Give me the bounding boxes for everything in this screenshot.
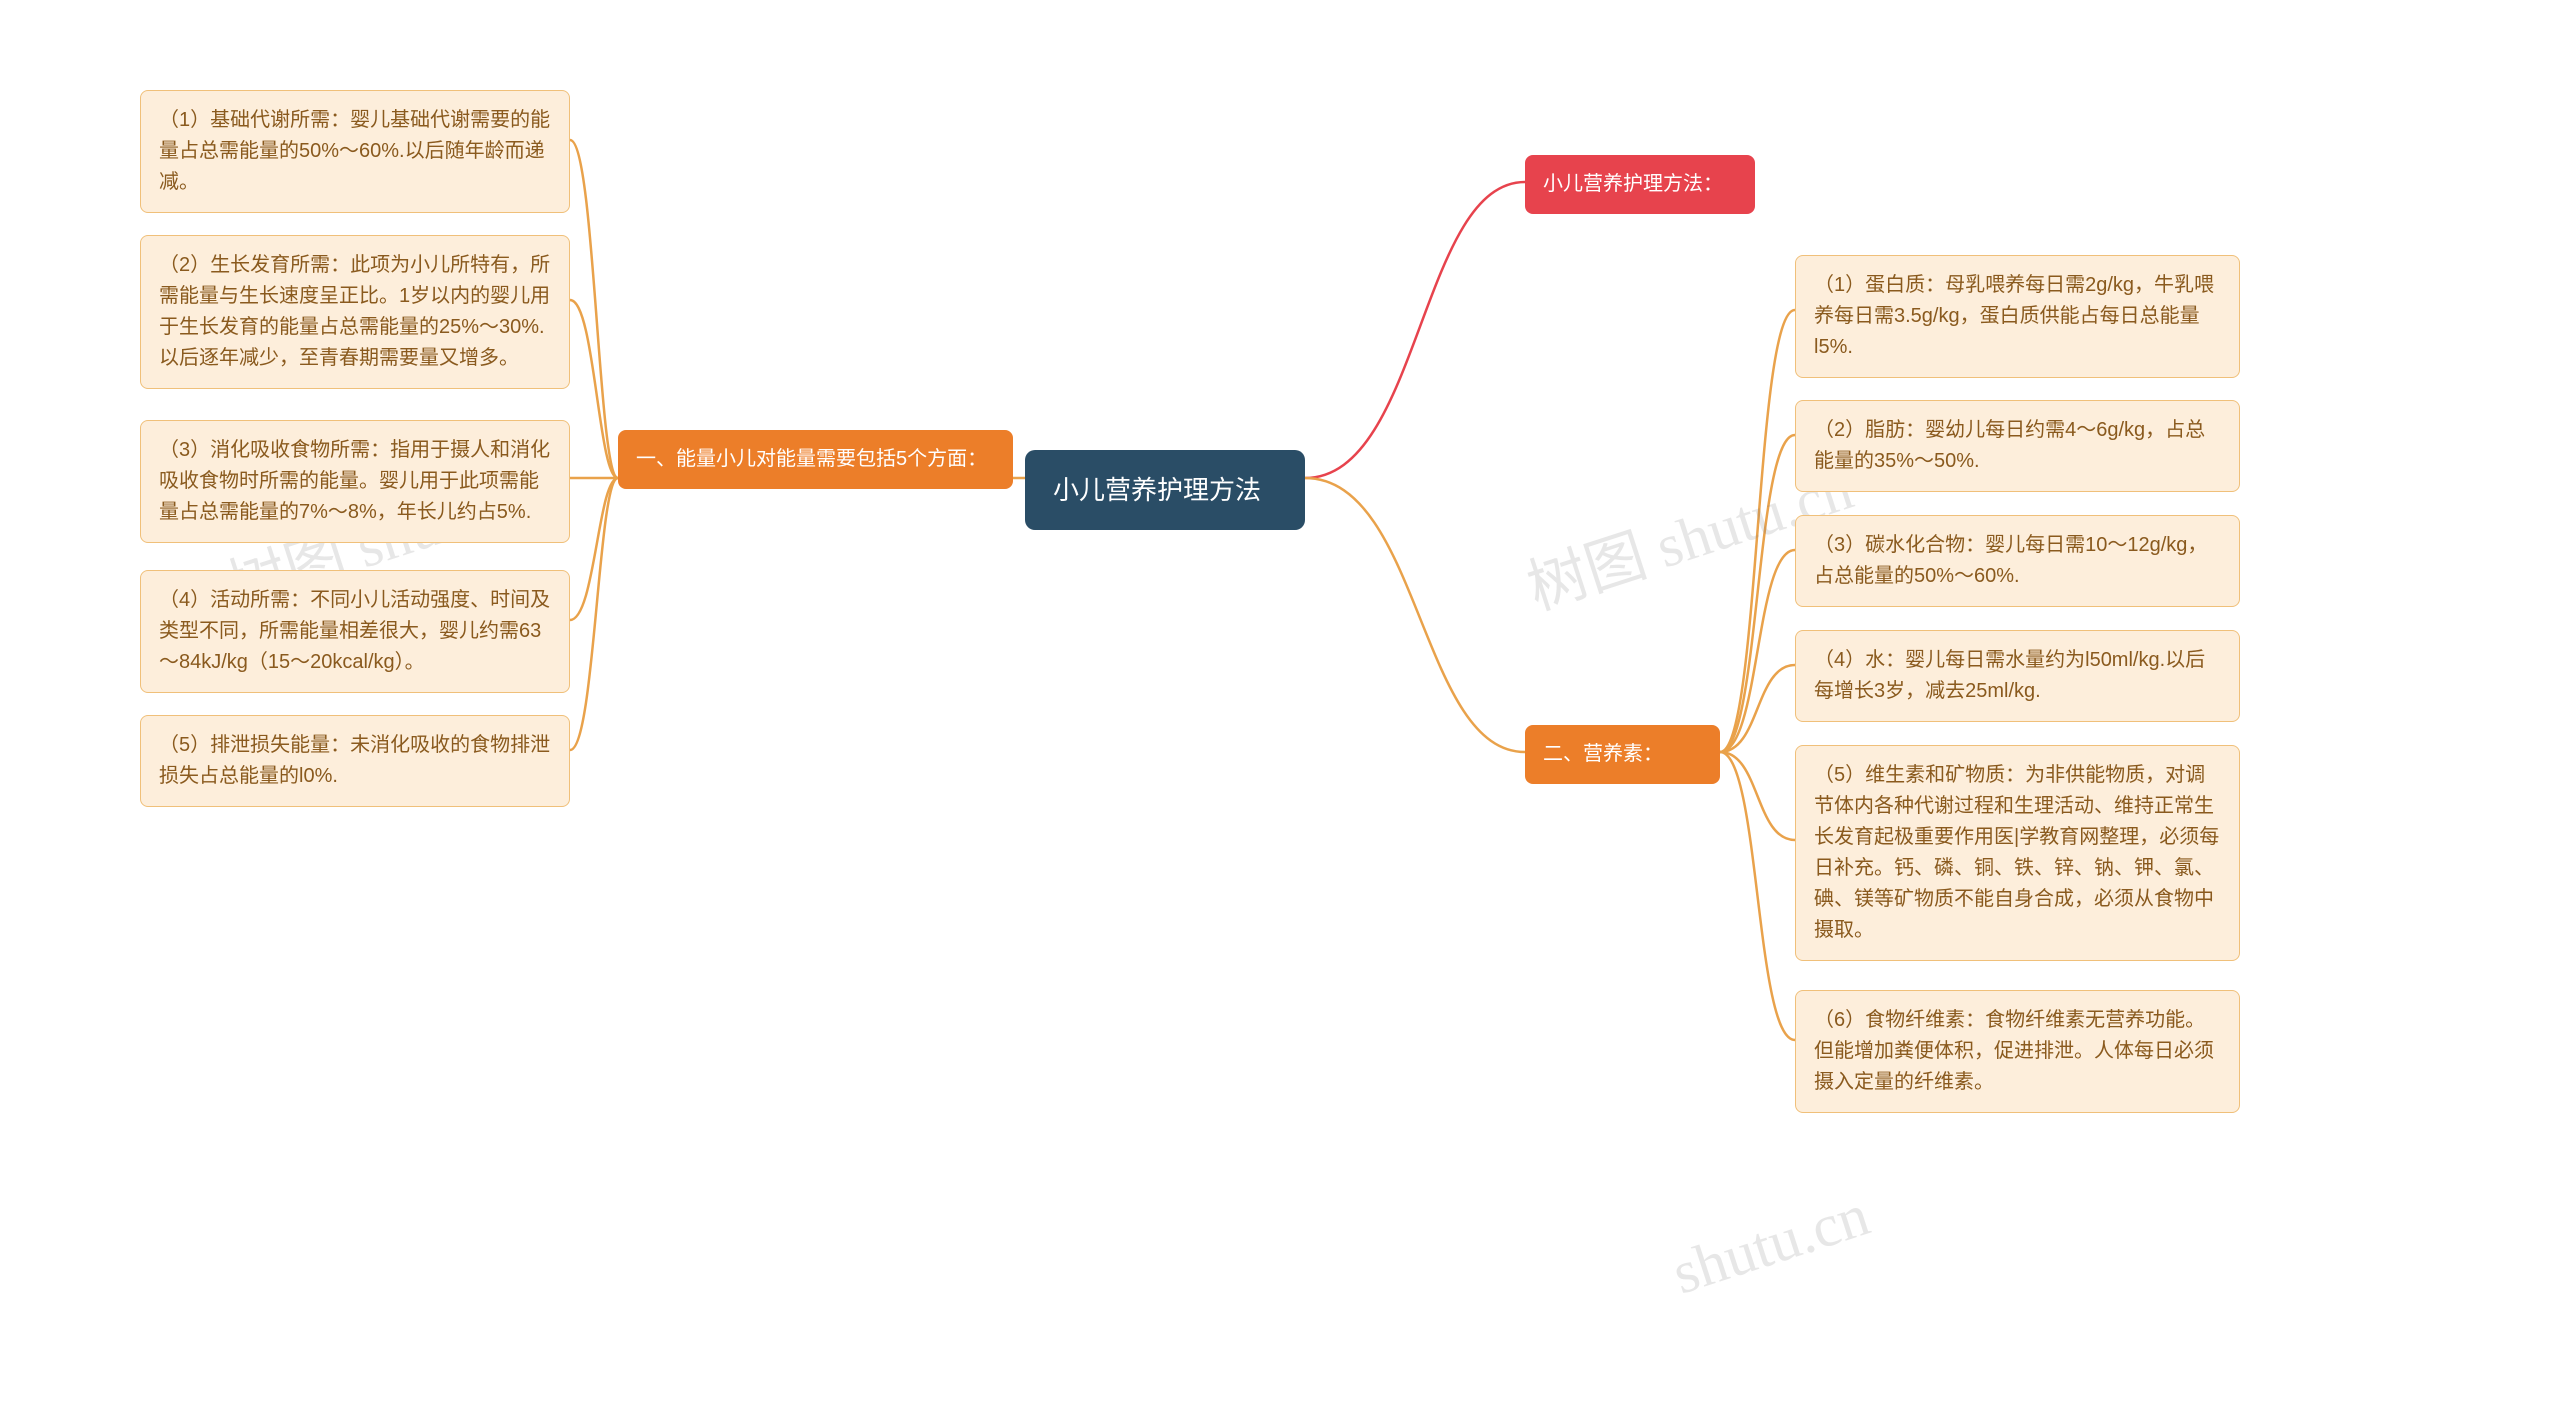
left-item-4[interactable]: （4）活动所需：不同小儿活动强度、时间及类型不同，所需能量相差很大，婴儿约需63… [140,570,570,693]
left-item-2[interactable]: （2）生长发育所需：此项为小儿所特有，所需能量与生长速度呈正比。1岁以内的婴儿用… [140,235,570,389]
right-item-4[interactable]: （4）水：婴儿每日需水量约为l50ml/kg.以后每增长3岁，减去25ml/kg… [1795,630,2240,722]
left-item-1[interactable]: （1）基础代谢所需：婴儿基础代谢需要的能量占总需能量的50%～60%.以后随年龄… [140,90,570,213]
left-branch[interactable]: 一、能量小儿对能量需要包括5个方面： [618,430,1013,489]
right-item-3[interactable]: （3）碳水化合物：婴儿每日需10～12g/kg，占总能量的50%～60%. [1795,515,2240,607]
center-node[interactable]: 小儿营养护理方法 [1025,450,1305,530]
right-branch-2[interactable]: 二、营养素： [1525,725,1720,784]
left-item-3[interactable]: （3）消化吸收食物所需：指用于摄人和消化吸收食物时所需的能量。婴儿用于此项需能量… [140,420,570,543]
right-item-2[interactable]: （2）脂肪：婴幼儿每日约需4～6g/kg，占总能量的35%～50%. [1795,400,2240,492]
watermark: shutu.cn [1664,1181,1877,1309]
left-item-5[interactable]: （5）排泄损失能量：未消化吸收的食物排泄损失占总能量的l0%. [140,715,570,807]
right-item-5[interactable]: （5）维生素和矿物质：为非供能物质，对调节体内各种代谢过程和生理活动、维持正常生… [1795,745,2240,961]
right-item-1[interactable]: （1）蛋白质：母乳喂养每日需2g/kg，牛乳喂养每日需3.5g/kg，蛋白质供能… [1795,255,2240,378]
right-branch-1[interactable]: 小儿营养护理方法： [1525,155,1755,214]
right-item-6[interactable]: （6）食物纤维素：食物纤维素无营养功能。但能增加粪便体积，促进排泄。人体每日必须… [1795,990,2240,1113]
